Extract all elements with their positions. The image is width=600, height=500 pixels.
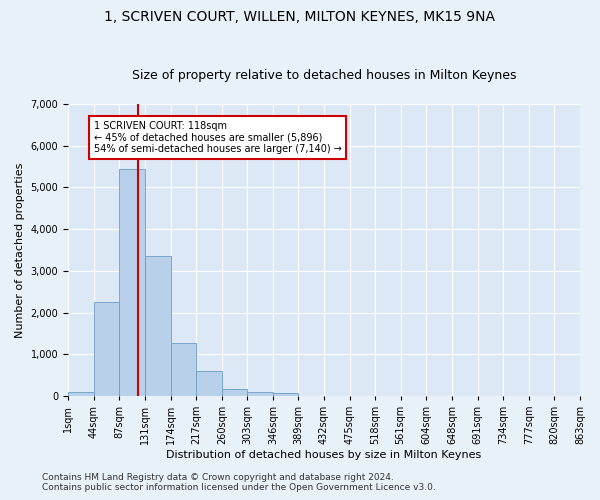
Bar bbox=[273, 394, 298, 396]
Bar bbox=[119, 168, 145, 396]
X-axis label: Distribution of detached houses by size in Milton Keynes: Distribution of detached houses by size … bbox=[166, 450, 482, 460]
Text: 1 SCRIVEN COURT: 118sqm
← 45% of detached houses are smaller (5,896)
54% of semi: 1 SCRIVEN COURT: 118sqm ← 45% of detache… bbox=[94, 120, 341, 154]
Bar bbox=[94, 302, 119, 396]
Text: 1, SCRIVEN COURT, WILLEN, MILTON KEYNES, MK15 9NA: 1, SCRIVEN COURT, WILLEN, MILTON KEYNES,… bbox=[104, 10, 496, 24]
Bar bbox=[171, 342, 196, 396]
Text: Contains HM Land Registry data © Crown copyright and database right 2024.
Contai: Contains HM Land Registry data © Crown c… bbox=[42, 473, 436, 492]
Bar bbox=[247, 392, 273, 396]
Bar bbox=[196, 371, 222, 396]
Bar bbox=[68, 392, 94, 396]
Bar bbox=[222, 388, 247, 396]
Title: Size of property relative to detached houses in Milton Keynes: Size of property relative to detached ho… bbox=[132, 69, 516, 82]
Bar bbox=[145, 256, 171, 396]
Y-axis label: Number of detached properties: Number of detached properties bbox=[15, 162, 25, 338]
